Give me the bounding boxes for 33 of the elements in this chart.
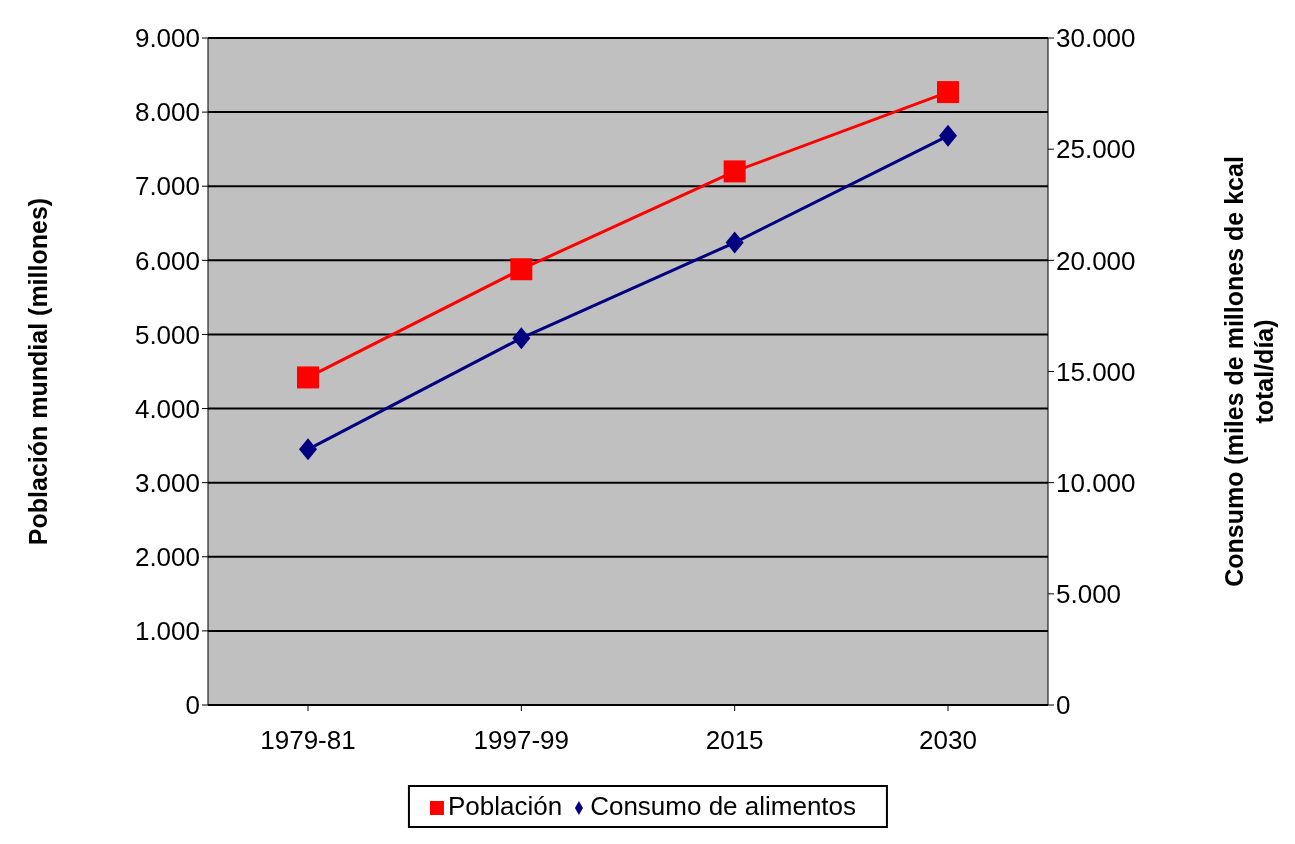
- y2-tick-label: 20.000: [1056, 245, 1136, 276]
- y-tick-label: 5.000: [134, 319, 200, 350]
- x-tick-label: 2030: [919, 725, 977, 756]
- x-tick-label: 1979-81: [260, 725, 356, 756]
- y2-tick-label: 10.000: [1056, 467, 1136, 498]
- y-tick-label: 9.000: [134, 23, 200, 54]
- y-tick-label: 3.000: [134, 467, 200, 498]
- y2-tick-label: 15.000: [1056, 356, 1136, 387]
- point: [937, 81, 959, 104]
- y-tick-label: 8.000: [134, 97, 200, 128]
- y-tick-label: 6.000: [134, 245, 200, 276]
- point: [725, 231, 744, 254]
- y2-axis-title: Consumo (miles de millones de kcal total/día): [1220, 156, 1278, 587]
- point: [939, 124, 957, 147]
- y-axis-title: Población mundial (millones): [23, 197, 52, 546]
- legend-label: Consumo de alimentos: [590, 791, 857, 821]
- point: [299, 438, 317, 461]
- legend-label: Población: [447, 791, 563, 821]
- y2-tick-label: 30.000: [1056, 23, 1136, 54]
- point: [723, 160, 746, 183]
- y-tick-label: 4.000: [134, 393, 200, 424]
- y-tick-label: 2.000: [134, 542, 200, 573]
- y2-tick-label: 0: [1056, 690, 1071, 721]
- y2-tick-label: 25.000: [1056, 134, 1136, 165]
- x-tick-label: 2015: [705, 725, 764, 756]
- x-tick-label: 1997-99: [473, 725, 570, 756]
- y2-tick-label: 5.000: [1056, 579, 1122, 610]
- y-tick-label: 1.000: [134, 616, 200, 647]
- point: [297, 366, 319, 389]
- point: [512, 327, 531, 350]
- y-tick-label: 0: [185, 690, 200, 721]
- point: [510, 258, 533, 281]
- y-tick-label: 7.000: [134, 171, 200, 202]
